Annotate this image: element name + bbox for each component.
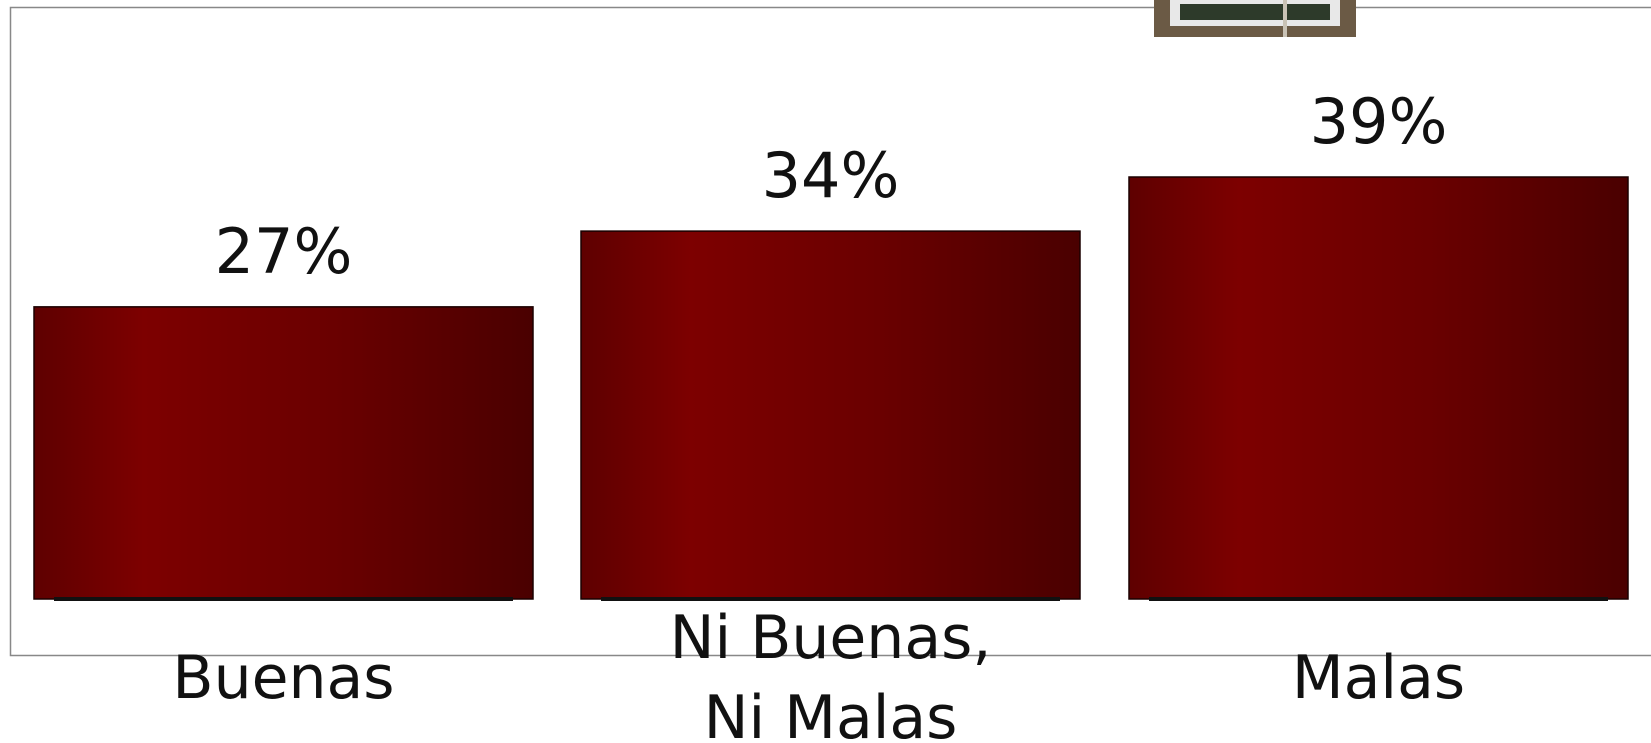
value-label: 27% (34, 213, 533, 291)
x-tick-label: Malas (1199, 638, 1558, 718)
bar-shadow (1149, 597, 1608, 601)
corner-photo (1154, 0, 1356, 37)
value-label: 34% (581, 137, 1080, 215)
x-tick-label: Buenas (104, 638, 463, 718)
value-label: 39% (1129, 83, 1628, 161)
page: 27%Buenas34%Ni Buenas, Ni Malas39%Malas … (0, 0, 1651, 743)
bar (1129, 177, 1628, 599)
bar (581, 231, 1080, 599)
x-tick-label: Ni Buenas, Ni Malas (651, 598, 1010, 743)
bar (34, 307, 533, 599)
bar-shadow (54, 597, 513, 601)
